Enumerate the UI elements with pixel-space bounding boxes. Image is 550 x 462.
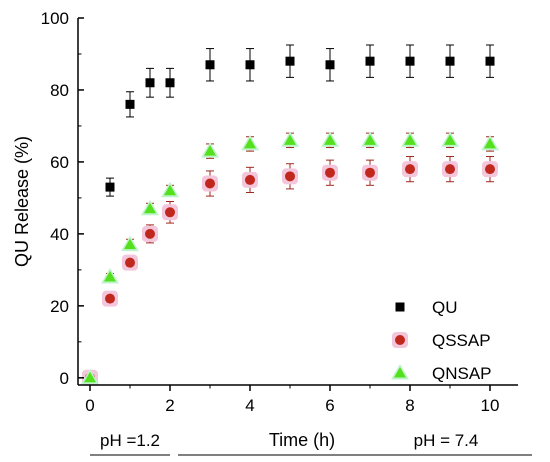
data-point-qssap <box>405 164 415 175</box>
data-point-qnsap <box>444 134 456 145</box>
data-point-qssap <box>105 293 115 304</box>
data-point-qu <box>205 60 215 70</box>
data-point-qnsap <box>404 134 416 145</box>
x-tick-label: 4 <box>245 396 254 415</box>
data-point-qssap <box>445 164 455 175</box>
data-point-qssap <box>365 167 375 178</box>
data-point-qu <box>365 56 375 66</box>
axes: 0 20 40 60 80 100 0 2 4 6 8 10 <box>41 9 532 456</box>
legend-marker-qu <box>395 302 405 312</box>
x-tick-label: 2 <box>165 396 174 415</box>
data-point-qnsap <box>84 371 96 383</box>
data-point-qnsap <box>164 184 176 196</box>
data-point-qnsap <box>104 271 116 282</box>
data-point-qssap <box>245 174 255 185</box>
legend: QU QSSAP QNSAP <box>391 298 492 383</box>
series-qnsap <box>81 131 499 385</box>
data-point-qssap <box>125 257 135 268</box>
data-point-qnsap <box>324 134 336 145</box>
y-tick-label: 80 <box>50 81 69 100</box>
data-point-qssap <box>285 171 295 182</box>
x-tick-label: 6 <box>325 396 334 415</box>
data-point-qssap <box>145 228 155 239</box>
data-point-qu <box>145 78 155 88</box>
data-point-qu <box>325 60 335 70</box>
data-point-qssap <box>205 178 215 189</box>
y-tick-label: 100 <box>41 9 69 28</box>
y-tick-label: 0 <box>60 369 69 388</box>
y-tick-label: 20 <box>50 297 69 316</box>
series-qssap <box>82 156 498 386</box>
legend-marker-qssap <box>395 335 405 345</box>
data-point-qu <box>485 56 495 66</box>
data-point-qssap <box>325 167 335 178</box>
x-tick-label: 0 <box>85 396 94 415</box>
data-point-qu <box>405 56 415 66</box>
legend-label-qnsap: QNSAP <box>432 364 492 383</box>
x-tick-label: 10 <box>481 396 500 415</box>
data-marks <box>81 44 499 386</box>
annotation-ph-neutral: pH = 7.4 <box>414 431 479 450</box>
series-qu <box>85 44 495 383</box>
x-axis-title: Time (h) <box>269 430 335 450</box>
data-point-qnsap <box>144 202 156 214</box>
data-point-qnsap <box>124 238 136 250</box>
y-tick-label: 60 <box>50 153 69 172</box>
data-point-qnsap <box>364 134 376 145</box>
data-point-qnsap <box>204 145 216 156</box>
data-point-qu <box>445 56 455 66</box>
data-point-qu <box>125 99 135 109</box>
legend-label-qu: QU <box>432 298 458 317</box>
legend-marker-qnsap <box>394 367 406 378</box>
annotation-ph-acid: pH =1.2 <box>100 431 160 450</box>
legend-item-qnsap: QNSAP <box>391 364 492 383</box>
legend-label-qssap: QSSAP <box>432 331 491 350</box>
y-axis-title: QU Release (%) <box>12 136 32 267</box>
data-point-qnsap <box>244 137 256 149</box>
chart-text: QU Release (%) Time (h) pH =1.2 pH = 7.4 <box>12 136 478 450</box>
data-point-qssap <box>165 207 175 218</box>
y-tick-label: 40 <box>50 225 69 244</box>
data-point-qu <box>105 182 115 192</box>
data-point-qnsap <box>484 137 496 149</box>
data-point-qu <box>245 60 255 70</box>
data-point-qssap <box>485 164 495 175</box>
data-point-qnsap <box>284 134 296 145</box>
legend-item-qu: QU <box>395 298 458 317</box>
legend-item-qssap: QSSAP <box>392 331 491 350</box>
data-point-qu <box>285 56 295 66</box>
data-point-qu <box>165 78 175 88</box>
x-tick-label: 8 <box>405 396 414 415</box>
